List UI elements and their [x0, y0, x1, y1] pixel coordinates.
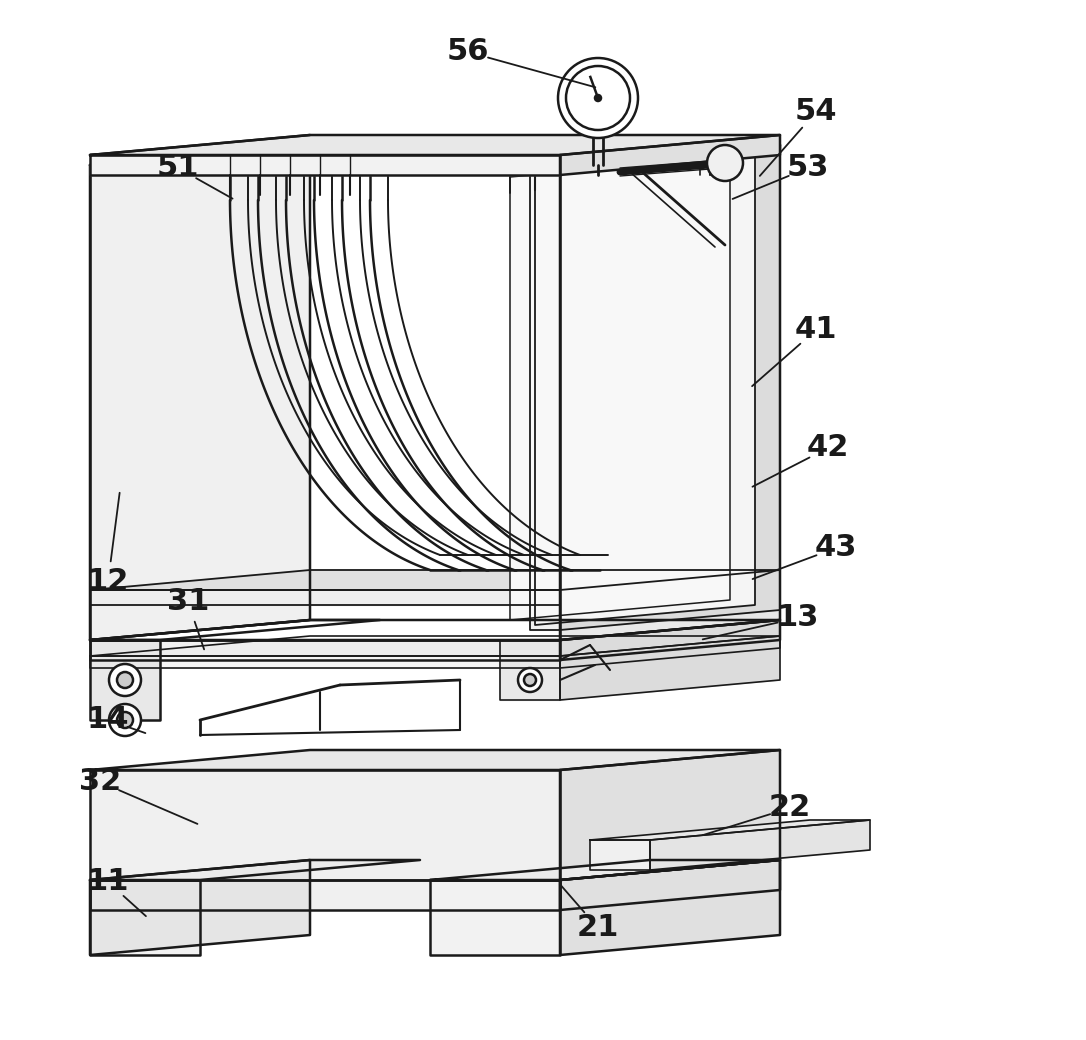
Polygon shape [560, 620, 780, 660]
Text: 54: 54 [795, 98, 837, 127]
Polygon shape [90, 570, 780, 590]
Polygon shape [530, 150, 780, 170]
Polygon shape [90, 620, 380, 640]
Text: 31: 31 [167, 588, 210, 617]
Text: 53: 53 [787, 154, 830, 182]
Polygon shape [560, 860, 780, 910]
Polygon shape [590, 840, 651, 870]
Text: 11: 11 [87, 867, 129, 896]
Polygon shape [560, 145, 780, 640]
Circle shape [558, 58, 637, 138]
Polygon shape [90, 165, 560, 640]
Circle shape [117, 672, 132, 688]
Polygon shape [530, 170, 560, 630]
Polygon shape [90, 155, 560, 175]
Polygon shape [651, 820, 870, 870]
Polygon shape [90, 640, 560, 660]
Text: 41: 41 [795, 315, 837, 344]
Polygon shape [590, 820, 870, 840]
Circle shape [595, 95, 601, 101]
Circle shape [566, 66, 630, 130]
Text: 51: 51 [156, 154, 199, 182]
Text: 43: 43 [814, 534, 857, 563]
Polygon shape [90, 770, 560, 880]
Circle shape [518, 668, 542, 692]
Polygon shape [90, 656, 560, 668]
Circle shape [707, 145, 743, 181]
Polygon shape [90, 880, 560, 910]
Text: 14: 14 [87, 705, 129, 734]
Circle shape [117, 712, 132, 728]
Text: 42: 42 [807, 434, 849, 463]
Polygon shape [90, 880, 200, 955]
Polygon shape [90, 640, 160, 720]
Polygon shape [90, 620, 780, 640]
Circle shape [525, 674, 536, 686]
Circle shape [109, 664, 141, 696]
Polygon shape [560, 636, 780, 668]
Polygon shape [560, 750, 780, 880]
Polygon shape [90, 750, 780, 770]
Polygon shape [90, 636, 780, 656]
Circle shape [109, 704, 141, 736]
Polygon shape [560, 150, 780, 630]
Polygon shape [430, 860, 780, 880]
Text: 32: 32 [79, 768, 122, 797]
Text: 22: 22 [769, 794, 811, 823]
Polygon shape [430, 880, 560, 955]
Text: 12: 12 [87, 568, 129, 597]
Polygon shape [90, 860, 310, 955]
Polygon shape [90, 860, 420, 880]
Text: 13: 13 [776, 603, 819, 632]
Polygon shape [560, 620, 780, 700]
Polygon shape [535, 153, 755, 625]
Polygon shape [90, 590, 560, 605]
Polygon shape [90, 145, 780, 165]
Polygon shape [90, 145, 310, 640]
Text: 56: 56 [446, 37, 490, 67]
Polygon shape [510, 157, 730, 620]
Text: 21: 21 [577, 913, 619, 942]
Polygon shape [500, 640, 560, 700]
Polygon shape [560, 860, 780, 955]
Polygon shape [90, 135, 780, 155]
Polygon shape [560, 135, 780, 175]
